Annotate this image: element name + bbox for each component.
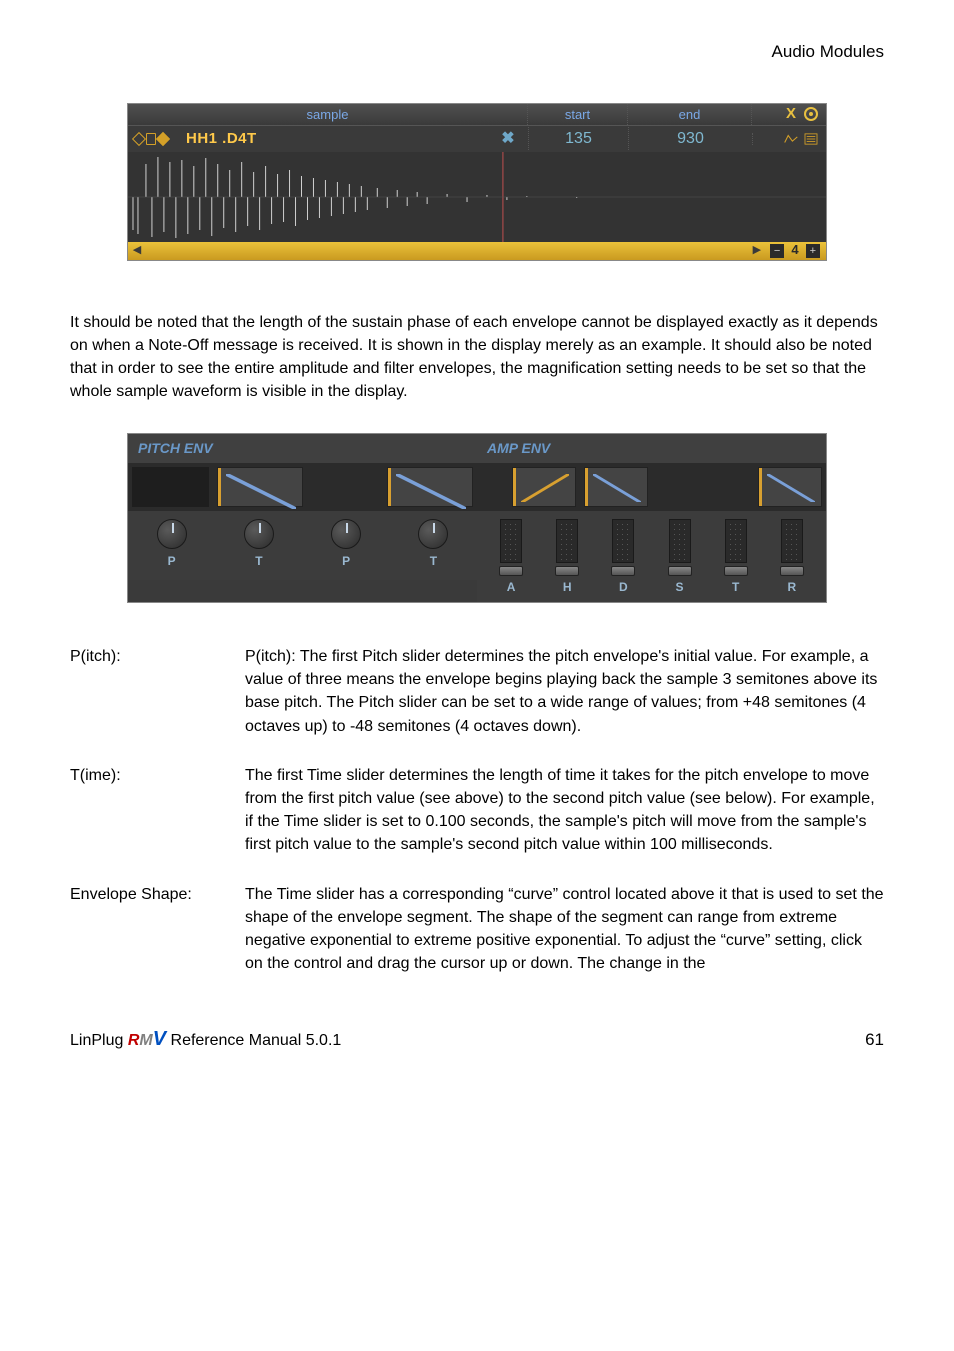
header-sample-label: sample (128, 104, 528, 125)
manual-text: Reference Manual 5.0.1 (166, 1032, 341, 1049)
paragraph-1: It should be noted that the length of th… (70, 311, 884, 404)
logo-v: V (153, 1028, 166, 1050)
list-icon[interactable] (804, 133, 818, 145)
def-body-pitch: P(itch): The first Pitch slider determin… (245, 645, 884, 738)
page-number: 61 (865, 1028, 884, 1053)
waveform-display[interactable] (128, 152, 826, 242)
pitch-knob-p1[interactable]: P (157, 519, 187, 570)
def-term-shape: Envelope Shape: (70, 883, 245, 976)
pitch-knob-t1[interactable]: T (244, 519, 274, 570)
clear-sample-icon[interactable]: ✖ (488, 127, 528, 150)
logo-r: R (128, 1032, 140, 1049)
amp-env-graph-2[interactable] (584, 467, 648, 507)
amp-env-graph-1[interactable] (512, 467, 576, 507)
next-sample-icon[interactable] (156, 132, 170, 146)
amp-fader-s[interactable]: S (668, 519, 692, 596)
definition-pitch: P(itch): P(itch): The first Pitch slider… (70, 645, 884, 738)
amp-fader-a[interactable]: A (499, 519, 523, 596)
definition-shape: Envelope Shape: The Time slider has a co… (70, 883, 884, 976)
footer-brand: LinPlug RMV Reference Manual 5.0.1 (70, 1025, 865, 1054)
envelope-icon[interactable] (784, 133, 798, 145)
pitch-knob-p2[interactable]: P (331, 519, 361, 570)
def-term-time: T(ime): (70, 764, 245, 857)
file-icon[interactable] (146, 133, 156, 145)
sample-panel-header: sample start end X (128, 104, 826, 126)
zoom-in-button[interactable]: + (806, 244, 820, 258)
amp-fader-h[interactable]: H (555, 519, 579, 596)
amp-fader-d[interactable]: D (611, 519, 635, 596)
header-end-label: end (628, 104, 752, 125)
amp-fader-row: A H D S T R (477, 511, 826, 602)
definition-time: T(ime): The first Time slider determines… (70, 764, 884, 857)
sample-footer: ◀ ▶ − 4 + (128, 242, 826, 260)
amp-env-title: AMP ENV (477, 434, 826, 462)
pitch-env-title: PITCH ENV (128, 434, 477, 462)
prev-sample-icon[interactable] (132, 132, 146, 146)
def-body-shape: The Time slider has a corresponding “cur… (245, 883, 884, 976)
scroll-right-icon[interactable]: ▶ (748, 243, 766, 259)
zoom-out-button[interactable]: − (770, 244, 784, 258)
scroll-left-icon[interactable]: ◀ (128, 243, 146, 259)
close-x-icon[interactable]: X (786, 103, 796, 125)
page-footer: LinPlug RMV Reference Manual 5.0.1 61 (70, 1025, 884, 1054)
sample-nav-icons (128, 133, 186, 145)
pitch-knob-t2[interactable]: T (418, 519, 448, 570)
brand-prefix: LinPlug (70, 1032, 128, 1049)
pitch-env-section: PITCH ENV P T P T (128, 434, 477, 602)
record-icon[interactable] (804, 107, 818, 121)
header-start-label: start (528, 104, 628, 125)
section-title: Audio Modules (772, 42, 884, 61)
sample-row: HH1 .D4T ✖ 135 930 (128, 126, 826, 152)
section-header: Audio Modules (70, 40, 884, 65)
amp-fader-t[interactable]: T (724, 519, 748, 596)
logo-m: M (139, 1032, 152, 1049)
sample-panel: sample start end X HH1 .D4T ✖ 135 930 (127, 103, 827, 261)
amp-fader-r[interactable]: R (780, 519, 804, 596)
amp-env-graph-3[interactable] (758, 467, 822, 507)
zoom-value: 4 (788, 241, 801, 260)
envelope-panel: PITCH ENV P T P T AMP ENV (127, 433, 827, 603)
amp-env-section: AMP ENV A H D S T R (477, 434, 826, 602)
pitch-env-graph-1[interactable] (217, 467, 303, 507)
end-value[interactable]: 930 (628, 127, 752, 150)
pitch-knob-row: P T P T (128, 511, 477, 580)
start-value[interactable]: 135 (528, 127, 628, 150)
def-term-pitch: P(itch): (70, 645, 245, 738)
def-body-time: The first Time slider determines the len… (245, 764, 884, 857)
pitch-env-graph-2[interactable] (387, 467, 473, 507)
sample-filename: HH1 .D4T (186, 128, 488, 150)
